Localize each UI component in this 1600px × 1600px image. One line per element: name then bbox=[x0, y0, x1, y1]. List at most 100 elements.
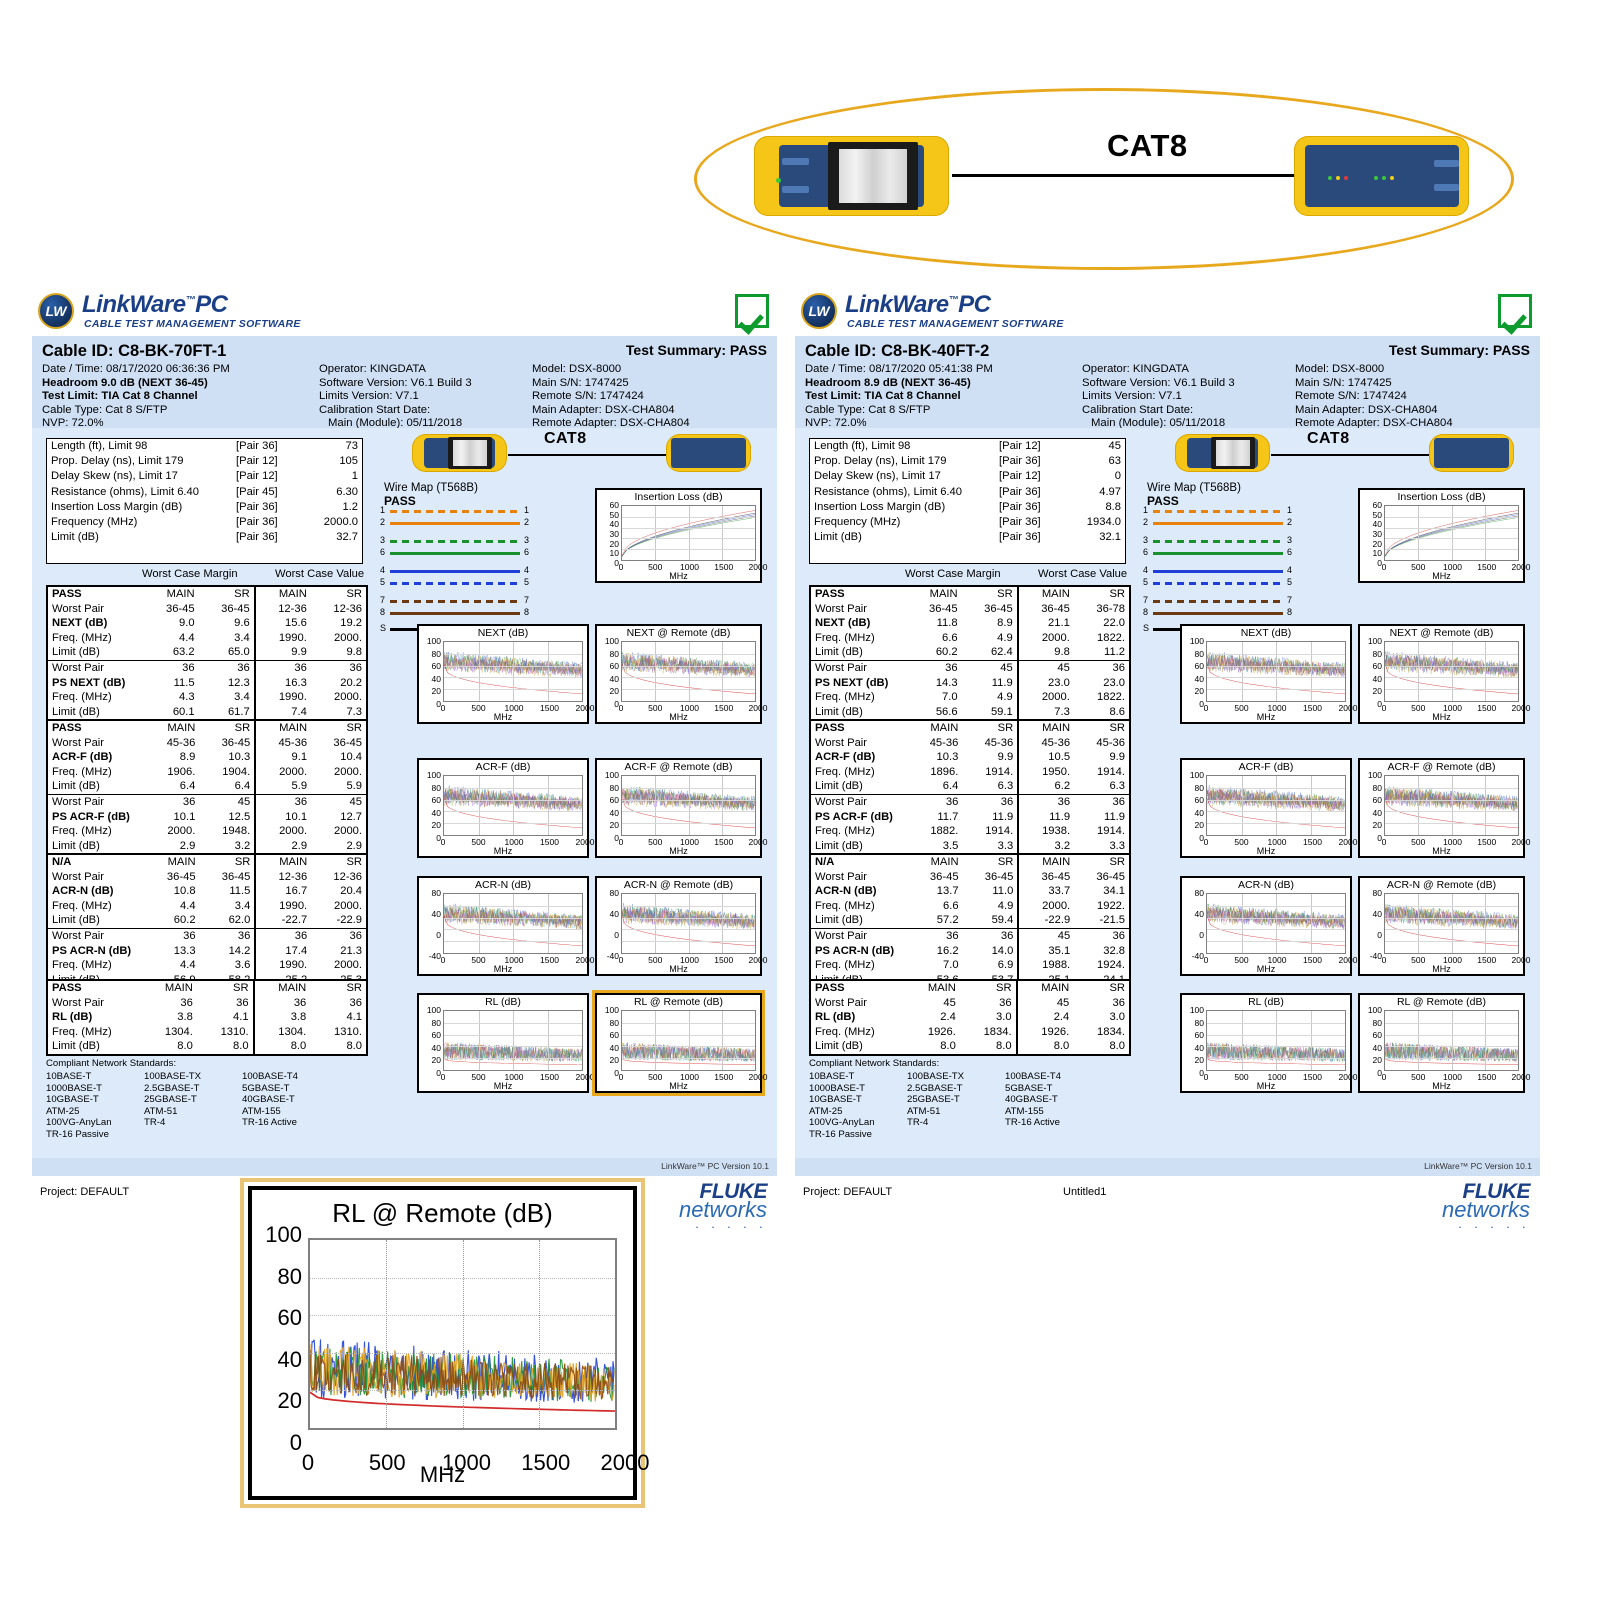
graph-plot-area bbox=[621, 641, 756, 702]
grid-line bbox=[721, 642, 723, 701]
grid-line bbox=[1418, 1011, 1420, 1070]
status-led-icon bbox=[1374, 176, 1378, 180]
graph-y-tick: 20 bbox=[1372, 686, 1382, 697]
metric-row-label: ACR-N (dB) bbox=[52, 885, 114, 898]
grid-line bbox=[1451, 776, 1453, 835]
graph-y-tick: 100 bbox=[1189, 770, 1204, 780]
grid-line bbox=[478, 1011, 480, 1070]
summary-band: Cable ID: C8-BK-70FT-1 Test Summary: PASS… bbox=[32, 336, 777, 443]
grid-line bbox=[1418, 642, 1420, 701]
metric-cell: 36 bbox=[907, 793, 963, 810]
graph-y-tick: 20 bbox=[1372, 1055, 1382, 1066]
graph-title: ACR-N @ Remote (dB) bbox=[1386, 879, 1497, 891]
graph-x-tick: 0 bbox=[440, 955, 446, 965]
metric-header-row: PASS MAIN SR MAIN SR bbox=[811, 587, 1129, 602]
graph-plot-area bbox=[1384, 893, 1519, 954]
metric-cell: 36 bbox=[144, 927, 200, 944]
meta-line: Limits Version: V7.1 bbox=[1082, 390, 1182, 403]
wiremap-wire bbox=[390, 600, 520, 603]
grid-line bbox=[444, 1058, 582, 1060]
metric-row-label: Freq. (MHz) bbox=[52, 959, 112, 972]
metric-cell: 11.9 bbox=[992, 810, 1014, 823]
metric-status-badge: PASS bbox=[815, 982, 845, 994]
graph-y-tick: 0 bbox=[614, 930, 619, 940]
metric-row: Worst Pair 45-36 45-36 45-36 45-36 bbox=[811, 735, 1129, 751]
graph-x-tick: 1000 bbox=[504, 703, 524, 713]
grid-line bbox=[444, 941, 582, 943]
grid-line bbox=[1385, 1022, 1518, 1024]
stat-row: Insertion Loss Margin (dB) [Pair 36] 1.2 bbox=[47, 500, 362, 515]
graph-y-tick: 20 bbox=[609, 1055, 619, 1066]
col-main-header: MAIN bbox=[930, 722, 959, 734]
metric-cell: 12.5 bbox=[228, 810, 251, 823]
graph-x-tick: 1500 bbox=[714, 1072, 734, 1082]
wiremap-pin-right: 2 bbox=[524, 517, 530, 527]
fluke-networks-logo: FLUKE networks · · · · · bbox=[1442, 1180, 1531, 1234]
graph-x-unit: MHz bbox=[493, 846, 513, 856]
metric-cell: 11.9 bbox=[991, 676, 1013, 689]
col-main-header: MAIN bbox=[1015, 981, 1074, 996]
graph-y-tick: 80 bbox=[1372, 782, 1382, 793]
grid-line bbox=[1207, 1022, 1345, 1024]
col-main-header: MAIN bbox=[1016, 587, 1074, 602]
metric-cell: 35.1 bbox=[1017, 943, 1075, 959]
col-main-header: MAIN bbox=[167, 856, 196, 868]
graph-x-tick: 0 bbox=[618, 837, 624, 847]
metric-cell: 1924. bbox=[1097, 959, 1125, 972]
grid-line bbox=[655, 1011, 657, 1070]
grid-line bbox=[1207, 1058, 1345, 1060]
grid-line bbox=[1385, 653, 1518, 655]
status-led-icon bbox=[776, 178, 781, 183]
metric-cell: 11.5 bbox=[173, 676, 195, 689]
metric-header-row: PASS MAIN SR MAIN SR bbox=[48, 587, 366, 602]
graph-y-tick: 0 bbox=[614, 1068, 619, 1078]
standard-item: 1000BASE-T bbox=[809, 1082, 865, 1094]
standard-item: 100BASE-TX bbox=[144, 1071, 202, 1082]
metric-row: Freq. (MHz) 1304. 1310. 1304. 1310. bbox=[48, 1024, 366, 1040]
graph-y-tick: 20 bbox=[431, 1055, 441, 1066]
wiremap-pin-right: 7 bbox=[1287, 595, 1293, 605]
graph-y-tick: 0 bbox=[1377, 930, 1382, 940]
graph-y-tick: 40 bbox=[1194, 807, 1204, 818]
graph-x-tick: 2000 bbox=[575, 955, 595, 965]
stat-value: 8.8 bbox=[1105, 500, 1121, 513]
graph-plot-area bbox=[1206, 1010, 1346, 1071]
metric-cell: 3.6 bbox=[234, 959, 251, 972]
wiremap-pin-left: 4 bbox=[380, 565, 386, 575]
graph-y-tick: 100 bbox=[1189, 1005, 1204, 1015]
stat-value: 105 bbox=[339, 455, 358, 468]
tester-button bbox=[1434, 184, 1459, 192]
graph-x-tick: 1000 bbox=[1267, 703, 1287, 713]
wiremap-pin-left: S bbox=[380, 623, 387, 633]
report-panel-left: LW LinkWare™PC CABLE TEST MANAGEMENT SOFTW… bbox=[32, 288, 777, 1240]
graph-plot-area bbox=[1384, 505, 1519, 561]
test-summary-status: Test Summary: PASS bbox=[625, 342, 767, 358]
metric-cell: 8.0 bbox=[233, 1040, 249, 1053]
metric-row: ACR-N (dB) 13.7 11.0 33.7 34.1 bbox=[811, 884, 1129, 899]
stat-row: Delay Skew (ns), Limit 17 [Pair 12] 0 bbox=[810, 469, 1125, 484]
worst-case-value-header: Worst Case Value bbox=[1038, 568, 1128, 580]
logo-text: LW bbox=[45, 303, 67, 319]
fluke-wordmark: FLUKE bbox=[699, 1180, 768, 1203]
metric-row-label: Worst Pair bbox=[52, 736, 105, 749]
brand-name: LinkWare™PC bbox=[845, 291, 991, 319]
graph-panel-acr-f-db: ACR-F (dB) 100 80 60 40 20 0 0 500 1000 1500 2000 MH… bbox=[417, 758, 594, 858]
col-main-header: MAIN bbox=[930, 856, 959, 868]
graph-x-unit: MHz bbox=[1432, 571, 1451, 581]
metric-cell: 14.3 bbox=[935, 676, 958, 689]
col-sr-header: SR bbox=[1109, 982, 1125, 994]
metric-row: Freq. (MHz) 7.0 4.9 2000. 1822. bbox=[811, 690, 1129, 705]
graph-x-tick: 1500 bbox=[1477, 955, 1497, 965]
stat-value: 45 bbox=[1108, 440, 1121, 452]
metric-table-pass: PASS MAIN SR MAIN SR Worst Pair 45-36 45-36 45-3… bbox=[809, 719, 1131, 856]
graph-x-tick: 1000 bbox=[1443, 562, 1462, 572]
grid-line bbox=[622, 665, 755, 667]
chart-series-pair-45 bbox=[310, 1344, 615, 1402]
graph-title: ACR-F (dB) bbox=[475, 761, 531, 773]
metric-row-label: Freq. (MHz) bbox=[52, 825, 112, 838]
grid-line bbox=[1484, 1011, 1486, 1070]
grid-line bbox=[1310, 894, 1312, 953]
brand-name: LinkWare™PC bbox=[82, 291, 228, 319]
standard-item: TR-4 bbox=[907, 1117, 929, 1129]
graph-x-tick: 1000 bbox=[1267, 837, 1287, 847]
